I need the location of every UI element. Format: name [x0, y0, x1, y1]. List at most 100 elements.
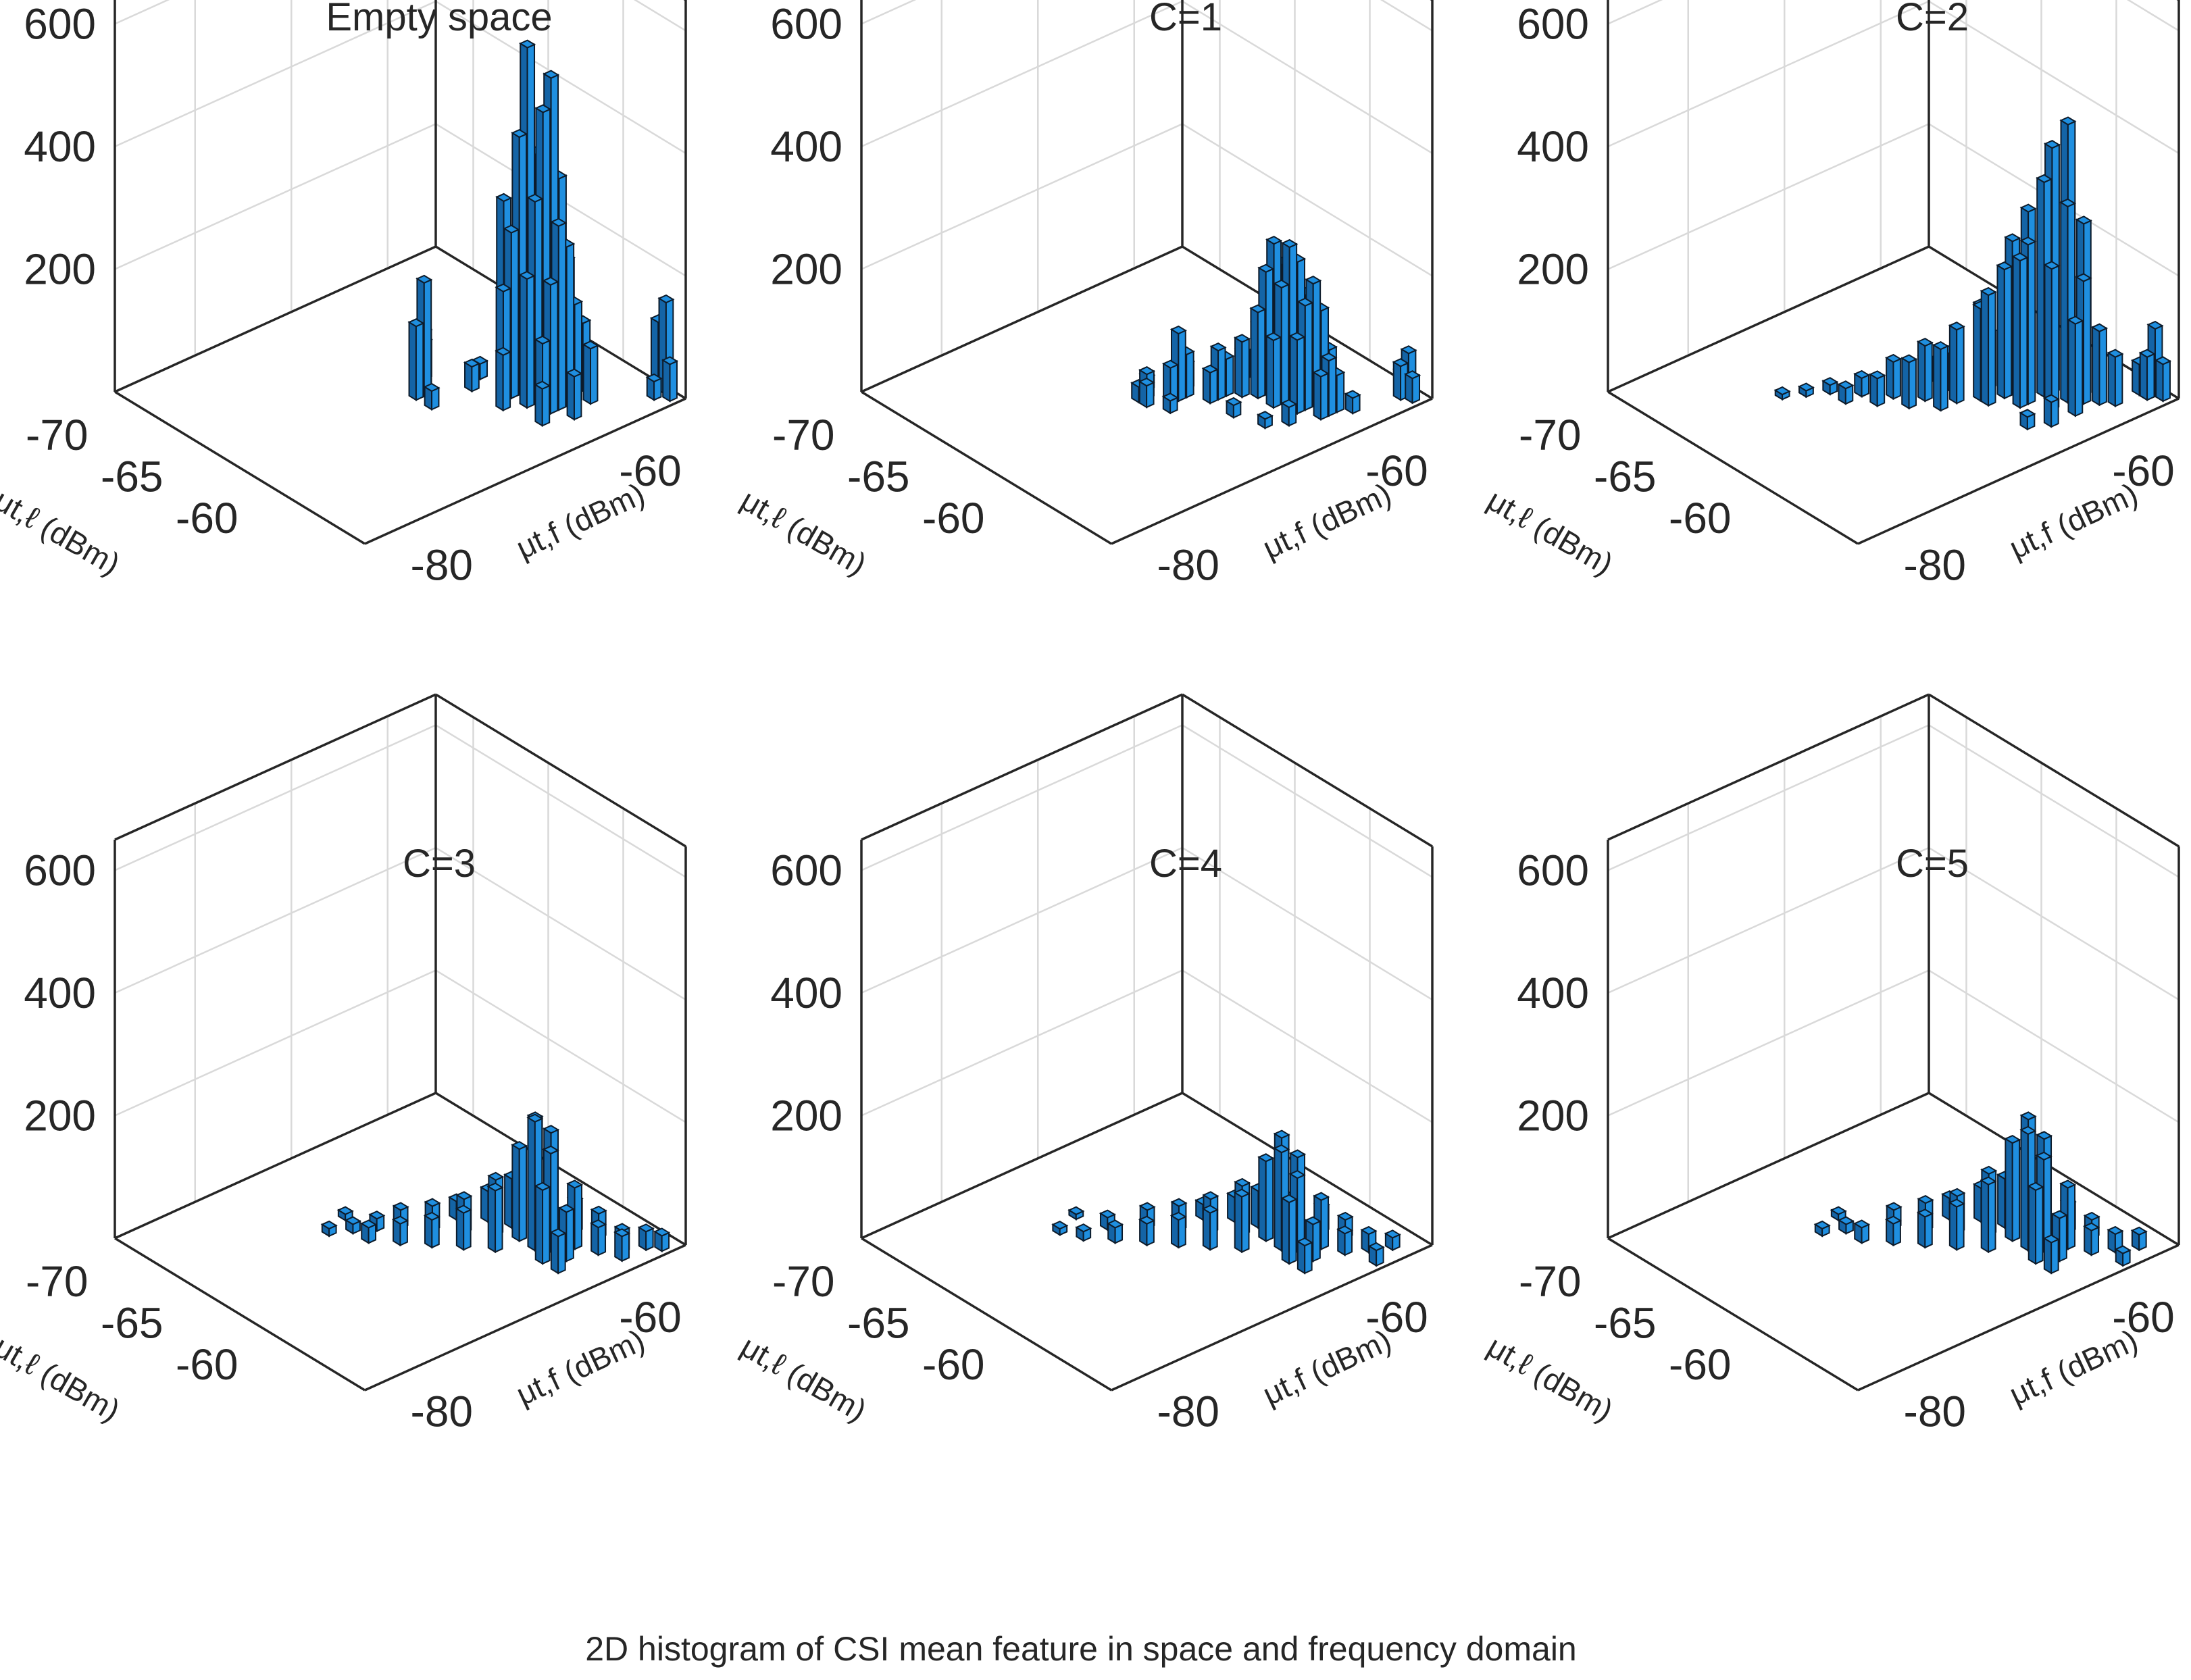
histogram-bar [455, 1204, 472, 1251]
z-tick-label: 200 [24, 245, 96, 293]
bar-front-face [1209, 368, 1218, 405]
bar-top-face [653, 1227, 671, 1237]
bar-top-face [1917, 1195, 1934, 1204]
bar-front-face [1956, 325, 1965, 405]
axis-edge [1607, 1237, 1859, 1392]
bar-front-face [1344, 1229, 1353, 1256]
bar-front-face [2059, 1214, 2067, 1263]
bar-front-face [1876, 374, 1886, 407]
bar-top-face [455, 1191, 473, 1200]
bar-front-face [502, 351, 511, 412]
z-grid-line [114, 123, 686, 277]
y-tick-label: -80 [1904, 1388, 1967, 1436]
bar-top-face [1884, 353, 1903, 363]
y-tick-label: -60 [619, 1293, 682, 1342]
y-tick-label: -60 [619, 447, 682, 495]
histogram-bar [661, 356, 679, 403]
bar-top-face [534, 380, 551, 390]
axis-edge [861, 693, 1183, 841]
grid-lines [1607, 0, 2180, 361]
axes-box [1607, 693, 2180, 1392]
histogram-bar [1075, 1223, 1092, 1242]
bar-front-face [2011, 1138, 2021, 1242]
axes-box [114, 693, 687, 1392]
axis-edge [1111, 397, 1433, 545]
x-tick-label: -70 [1519, 411, 1582, 459]
bar-side-face [534, 1184, 544, 1265]
bar-front-face [526, 274, 535, 409]
bar-side-face [1202, 367, 1211, 405]
bar-top-face [637, 1223, 655, 1233]
histogram-bar [582, 340, 599, 405]
bar-top-face [1138, 366, 1156, 376]
histogram-bar [1404, 370, 1421, 405]
bar-front-face [1288, 1198, 1297, 1265]
bar-front-face [1265, 1157, 1274, 1242]
x-tick-label: -65 [101, 452, 163, 501]
histogram-bar [1932, 340, 1950, 412]
bar-side-face [2067, 318, 2076, 417]
bar-front-face [597, 1223, 607, 1256]
bar-top-face [582, 340, 599, 350]
z-tick-label: 400 [1517, 122, 1589, 171]
bar-top-face [392, 1202, 409, 1211]
bar-top-face [1138, 1202, 1156, 1211]
histogram-bar [1384, 1229, 1401, 1252]
x-tick-label: -65 [847, 1298, 910, 1347]
bar-top-face [1320, 352, 1338, 362]
histogram-bar [1948, 1198, 1965, 1251]
bar-front-face [2050, 265, 2060, 411]
bar-top-face [543, 1125, 560, 1134]
bar-top-face [534, 104, 552, 113]
x-tick-label: -60 [922, 1340, 985, 1389]
y-tick-label: -80 [1157, 541, 1220, 590]
bar-top-face [2019, 236, 2037, 246]
z-tick-label: 400 [770, 969, 842, 1017]
bar-top-face [1233, 1188, 1251, 1198]
bar-top-face [1916, 1208, 1934, 1218]
bar-side-face [1917, 1211, 1926, 1249]
axis-edge [114, 390, 366, 545]
bar-side-face [424, 1214, 433, 1249]
z-grid-line [114, 846, 686, 1000]
bar-top-face [1296, 297, 1314, 307]
x-tick-label: -60 [1669, 494, 1732, 542]
bar-side-face [1901, 357, 1910, 410]
histogram-bar [1367, 1242, 1385, 1267]
bar-front-face [549, 280, 559, 415]
figure-caption: 2D histogram of CSI mean feature in spac… [585, 1630, 1576, 1668]
histogram-bar [2042, 394, 2060, 428]
bar-front-face [1257, 308, 1266, 400]
z-tick-label: 600 [24, 0, 96, 48]
bar-front-face [1146, 381, 1155, 409]
bar-front-face [2146, 353, 2155, 401]
bar-top-face [1067, 1206, 1085, 1215]
bar-top-face [542, 1145, 559, 1154]
histogram-bar [1853, 370, 1871, 398]
bar-front-face [574, 1183, 583, 1250]
bar-front-face [2114, 353, 2123, 407]
axis-edge [364, 397, 686, 545]
bar-front-face [557, 222, 567, 411]
bar-side-face [534, 383, 543, 428]
bar-front-face [669, 360, 678, 403]
bar-front-face [1272, 336, 1282, 409]
histogram-bar [534, 1181, 551, 1265]
bar-top-face [1869, 370, 1886, 380]
histogram-bar [1280, 399, 1298, 428]
bar-top-face [2019, 203, 2037, 213]
bar-top-face [1837, 1216, 1855, 1225]
bar-top-face [518, 270, 536, 280]
bar-top-face [486, 1182, 504, 1192]
bar-top-face [1161, 392, 1179, 402]
bar-top-face [2138, 349, 2156, 358]
histogram-bar [1256, 411, 1274, 430]
histogram-bar [1296, 1237, 1313, 1275]
histogram-bar [534, 380, 551, 428]
bar-top-face [1916, 337, 1934, 347]
bar-front-face [1186, 350, 1194, 399]
bar-side-face [582, 343, 592, 405]
bar-side-face [550, 1231, 559, 1275]
histogram-bar [320, 1220, 338, 1238]
bar-top-face [2043, 140, 2061, 149]
